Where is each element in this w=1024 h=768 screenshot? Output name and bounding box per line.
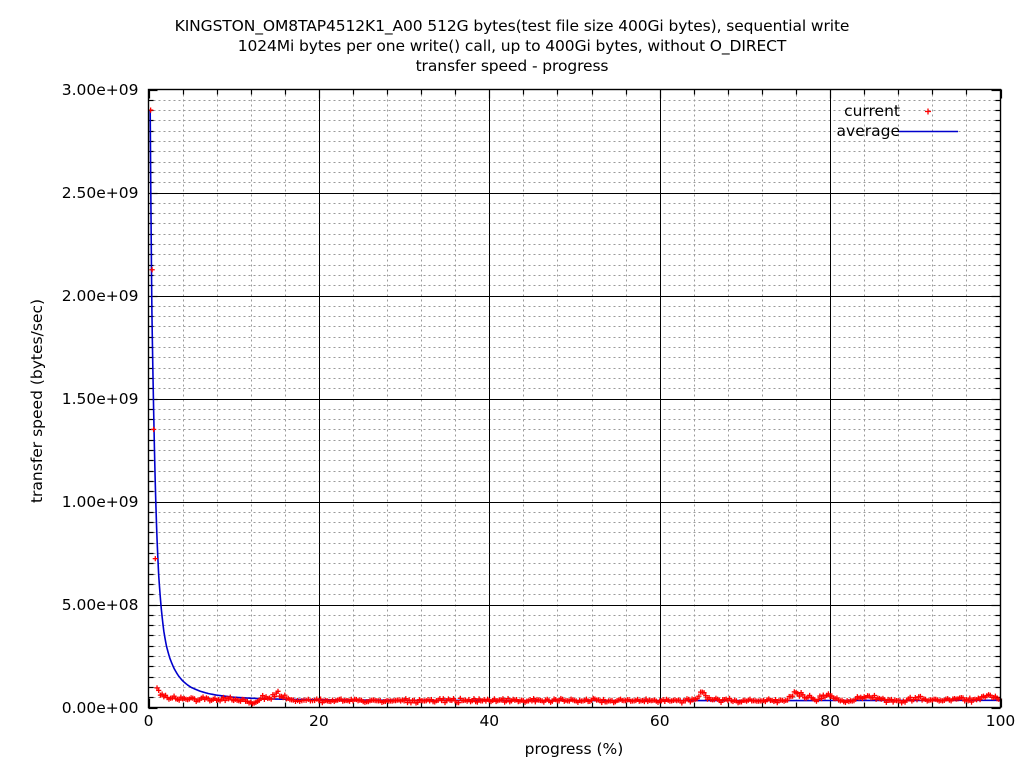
chart-title-line-1: KINGSTON_OM8TAP4512K1_A00 512G bytes(tes… xyxy=(174,17,850,35)
x-tick-label: 80 xyxy=(820,712,840,730)
y-axis-label: transfer speed (bytes/sec) xyxy=(28,298,46,504)
x-axis-label: progress (%) xyxy=(524,740,624,758)
chart-title-line-3: transfer speed - progress xyxy=(415,57,609,75)
legend-label-average: average xyxy=(836,121,900,140)
x-tick-label: 20 xyxy=(309,712,329,730)
chart-title: KINGSTON_OM8TAP4512K1_A00 512G bytes(tes… xyxy=(0,16,1024,76)
x-tick-label: 40 xyxy=(479,712,500,730)
x-tick-label: 100 xyxy=(985,712,1016,730)
x-tick-label: 60 xyxy=(649,712,670,730)
chart-title-line-2: 1024Mi bytes per one write() call, up to… xyxy=(237,37,787,55)
x-tick-label: 0 xyxy=(143,712,154,730)
legend-label-current: current xyxy=(844,101,900,120)
